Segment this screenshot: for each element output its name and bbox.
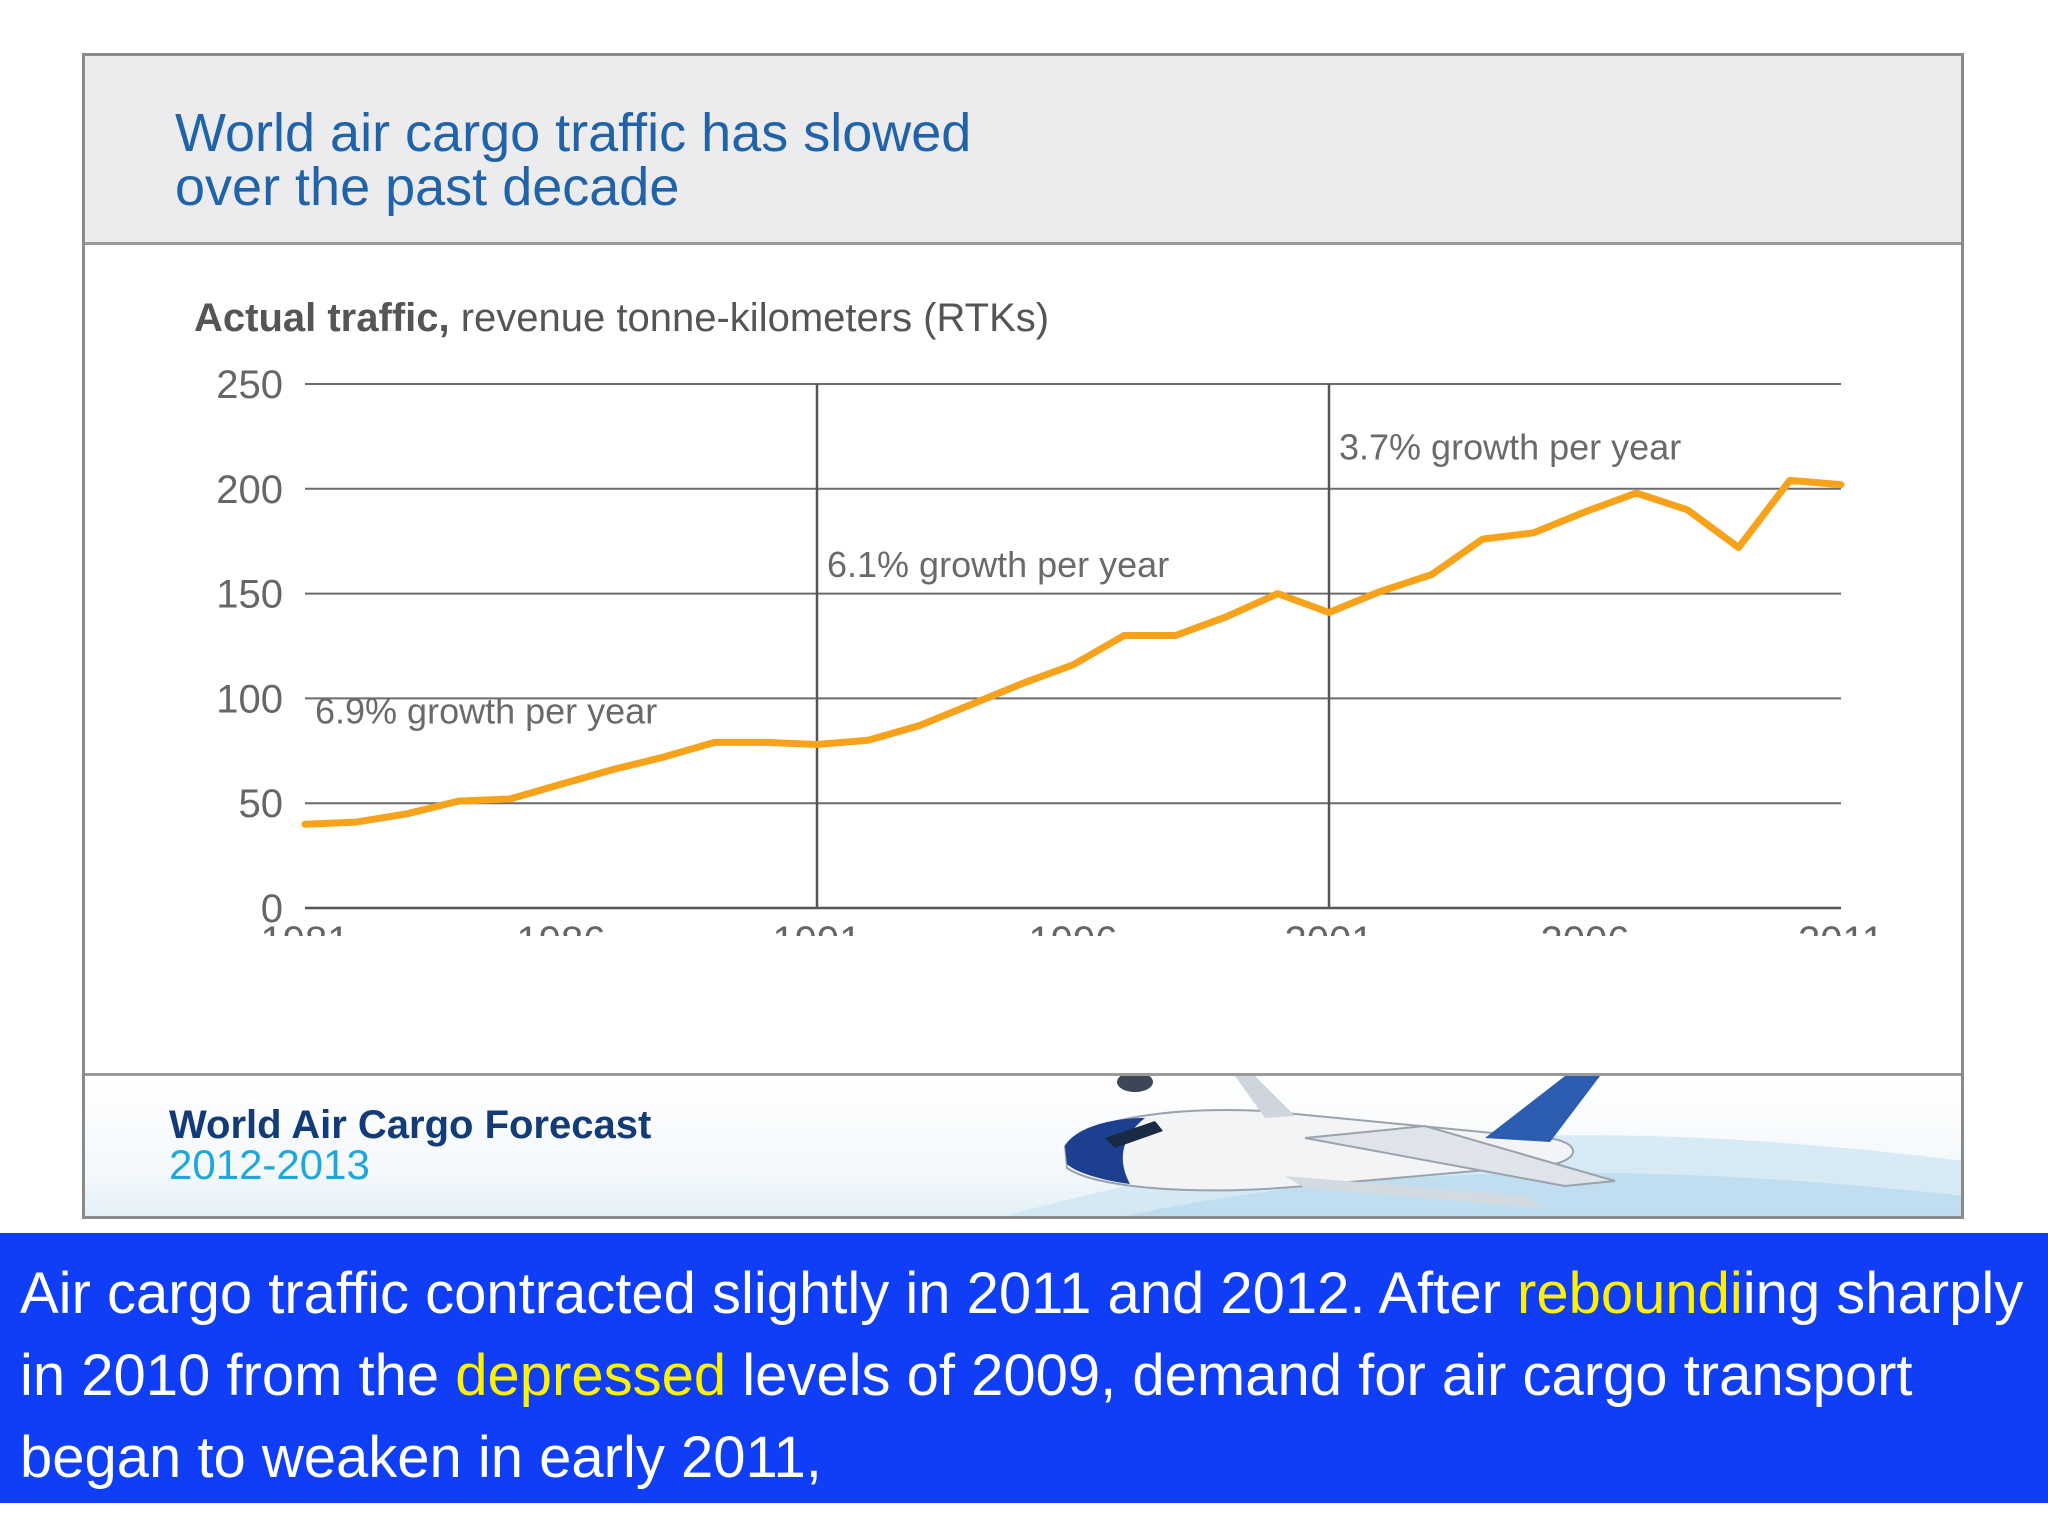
data-point (1736, 545, 1741, 550)
data-point (968, 702, 973, 707)
data-point (1122, 633, 1127, 638)
forecast-title: World Air Cargo Forecast (169, 1103, 652, 1147)
data-point (866, 738, 871, 743)
x-axis-ticks: 1981 1986 1991 1996 2001 2006 2011 (261, 919, 1885, 936)
forecast-years: 2012-2013 (169, 1141, 370, 1188)
data-point (917, 723, 922, 728)
data-point (405, 811, 410, 816)
data-point (661, 755, 666, 760)
data-point (1327, 610, 1331, 615)
x-tick-label: 1996 (1029, 919, 1118, 936)
caption-box: Air cargo traffic contracted slightly in… (0, 1233, 2048, 1503)
growth-annotation: 6.1% growth per year (827, 544, 1169, 585)
data-point (507, 797, 512, 802)
data-point (1685, 507, 1690, 512)
growth-annotations: 6.9% growth per year 6.1% growth per year… (315, 426, 1681, 731)
data-point (1480, 537, 1485, 542)
series-line-0 (301, 476, 1845, 828)
y-tick-label: 0 (261, 887, 283, 931)
data-point (712, 740, 717, 745)
x-tick-label: 2001 (1285, 919, 1374, 936)
data-point (1224, 614, 1229, 619)
forecast-banner: World Air Cargo Forecast 2012-2013 (85, 1073, 1961, 1216)
y-tick-label: 50 (239, 782, 284, 826)
data-point (763, 740, 768, 745)
data-point (303, 822, 307, 827)
data-point (559, 782, 563, 787)
grid-lines (305, 383, 1841, 910)
data-point (1531, 530, 1536, 535)
y-axis-ticks: 0 50 100 150 200 250 (216, 363, 283, 931)
data-point (1583, 509, 1587, 514)
data-series (301, 476, 1845, 828)
x-tick-label: 2011 (1798, 919, 1884, 936)
data-point (1173, 633, 1178, 638)
data-point (610, 767, 615, 772)
card-header: World air cargo traffic has slowed over … (85, 56, 1961, 245)
caption-highlight-depressed: depressed (455, 1343, 727, 1408)
y-tick-label: 100 (216, 677, 283, 721)
x-tick-label: 1981 (261, 919, 350, 936)
chart-card: World air cargo traffic has slowed over … (82, 53, 1964, 1219)
y-tick-label: 150 (216, 573, 283, 617)
data-point (1071, 662, 1075, 667)
data-point (1275, 591, 1280, 596)
growth-annotation: 3.7% growth per year (1339, 426, 1681, 467)
data-point (1787, 478, 1792, 483)
chart-subtitle: Actual traffic, revenue tonne-kilometers… (194, 296, 1049, 340)
chart-title: World air cargo traffic has slowed over … (175, 106, 1475, 214)
chart-subtitle-rest: revenue tonne-kilometers (RTKs) (450, 296, 1050, 340)
x-tick-label: 1991 (773, 919, 862, 936)
airplane-illustration (1005, 1076, 1961, 1216)
period-dividers (815, 384, 1331, 908)
data-point (456, 799, 461, 804)
y-tick-label: 250 (216, 363, 283, 407)
x-tick-label: 1986 (517, 919, 606, 936)
caption-text-2: ing sharply in 2010 from the (20, 1261, 2024, 1408)
data-point (1429, 572, 1434, 577)
data-point (354, 820, 359, 825)
data-point (1019, 681, 1024, 686)
line-chart: Actual traffic, revenue tonne-kilometers… (194, 296, 1885, 936)
data-point (815, 742, 819, 747)
growth-annotation: 6.9% growth per year (315, 691, 657, 732)
caption-text-1: Air cargo traffic contracted slightly in… (20, 1261, 1518, 1326)
caption-highlight-rebounding: reboundi (1517, 1261, 1743, 1326)
data-point (1378, 589, 1383, 594)
chart-title-line-1: World air cargo traffic has slowed (175, 103, 972, 163)
chart-subtitle-bold: Actual traffic, (194, 296, 450, 340)
data-point (1634, 490, 1639, 495)
x-tick-label: 2006 (1541, 919, 1630, 936)
data-point (1839, 482, 1843, 487)
caption-text-3: levels of 2009, demand for air cargo tra… (20, 1343, 1913, 1490)
y-tick-label: 200 (216, 468, 283, 512)
chart-title-line-2: over the past decade (175, 157, 680, 217)
